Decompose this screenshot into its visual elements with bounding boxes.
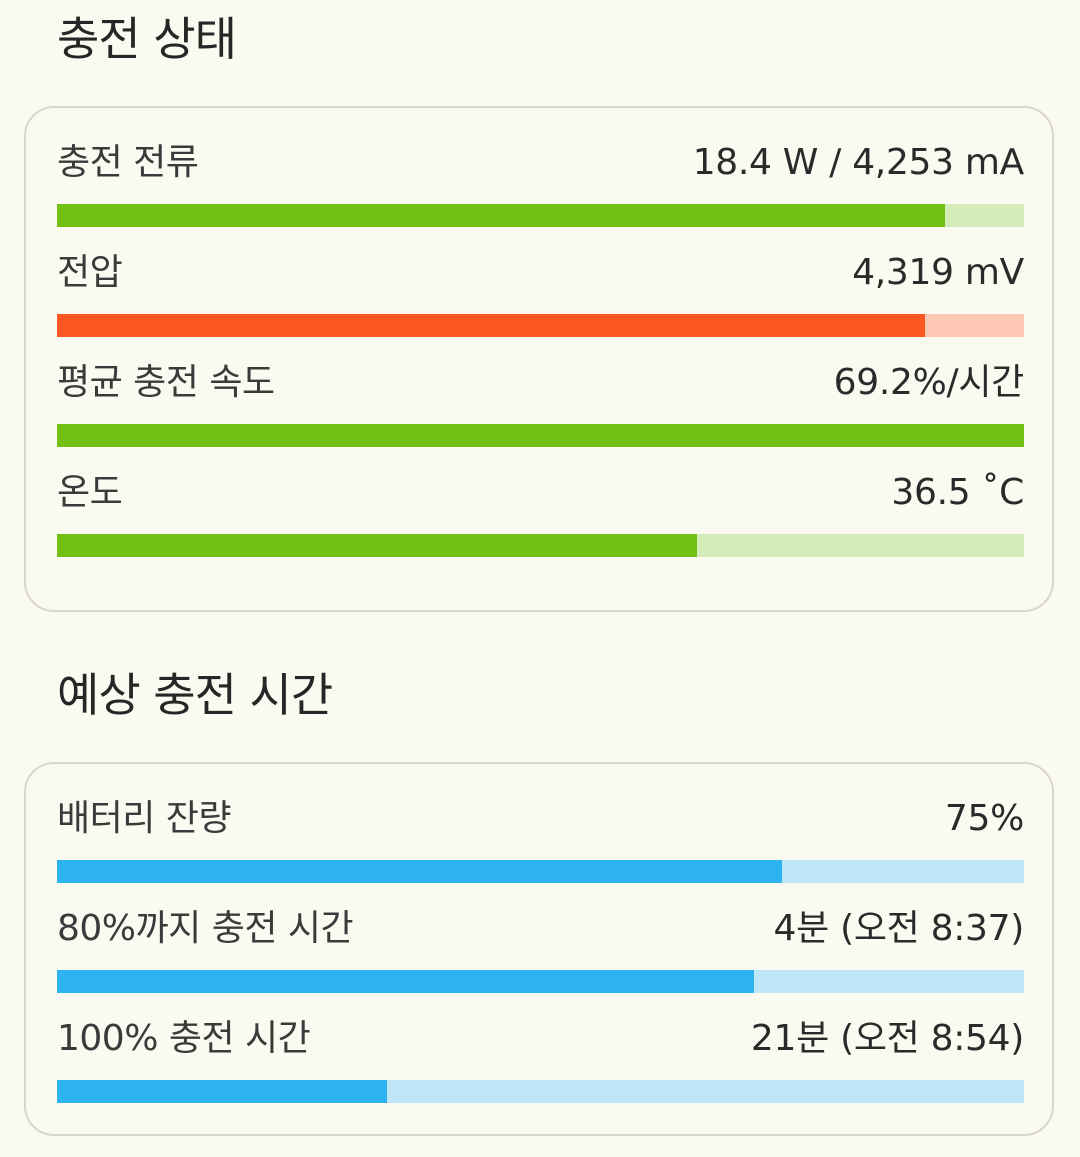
avg-charge-speed-progress-fill bbox=[57, 424, 1024, 447]
voltage-value: 4,319 mV bbox=[852, 252, 1024, 293]
battery-level-progress-fill bbox=[57, 860, 783, 883]
temperature-progress-track bbox=[57, 534, 1024, 557]
time-to-100-progress-track bbox=[57, 1080, 1024, 1103]
voltage-row: 전압 4,319 mV bbox=[57, 218, 1024, 337]
battery-level-row: 배터리 잔량 75% bbox=[57, 764, 1024, 883]
avg-charge-speed-value: 69.2%/시간 bbox=[833, 362, 1025, 403]
time-to-80-progress-fill bbox=[57, 970, 755, 993]
battery-level-progress-track bbox=[57, 860, 1024, 883]
time-to-100-row: 100% 충전 시간 21분 (오전 8:54) bbox=[57, 984, 1024, 1103]
temperature-value: 36.5 ˚C bbox=[891, 472, 1024, 513]
time-to-100-label: 100% 충전 시간 bbox=[57, 1018, 311, 1059]
estimated-charge-time-card: 배터리 잔량 75% 80%까지 충전 시간 4분 (오전 8:37) 100%… bbox=[24, 762, 1054, 1136]
time-to-100-progress-fill bbox=[57, 1080, 387, 1103]
avg-charge-speed-label: 평균 충전 속도 bbox=[57, 362, 275, 403]
time-to-80-progress-track bbox=[57, 970, 1024, 993]
voltage-progress-fill bbox=[57, 314, 926, 337]
charging-status-card: 충전 전류 18.4 W / 4,253 mA 전압 4,319 mV 평균 충… bbox=[24, 106, 1054, 612]
charging-current-label: 충전 전류 bbox=[57, 142, 199, 183]
temperature-progress-fill bbox=[57, 534, 698, 557]
charging-current-progress-track bbox=[57, 204, 1024, 227]
time-to-80-value: 4분 (오전 8:37) bbox=[773, 908, 1025, 949]
time-to-100-value: 21분 (오전 8:54) bbox=[750, 1018, 1024, 1059]
time-to-80-row: 80%까지 충전 시간 4분 (오전 8:37) bbox=[57, 874, 1025, 993]
charging-current-value: 18.4 W / 4,253 mA bbox=[692, 142, 1025, 183]
voltage-label: 전압 bbox=[57, 252, 123, 293]
avg-charge-speed-row: 평균 충전 속도 69.2%/시간 bbox=[57, 328, 1025, 447]
battery-level-label: 배터리 잔량 bbox=[57, 798, 232, 839]
battery-level-value: 75% bbox=[944, 798, 1024, 839]
charging-current-row: 충전 전류 18.4 W / 4,253 mA bbox=[57, 108, 1025, 227]
avg-charge-speed-progress-track bbox=[57, 424, 1024, 447]
charging-status-title: 충전 상태 bbox=[57, 12, 237, 66]
time-to-80-label: 80%까지 충전 시간 bbox=[57, 908, 354, 949]
temperature-label: 온도 bbox=[57, 472, 123, 513]
voltage-progress-track bbox=[57, 314, 1024, 337]
temperature-row: 온도 36.5 ˚C bbox=[57, 438, 1024, 557]
estimated-charge-time-title: 예상 충전 시간 bbox=[57, 668, 333, 722]
charging-current-progress-fill bbox=[57, 204, 945, 227]
